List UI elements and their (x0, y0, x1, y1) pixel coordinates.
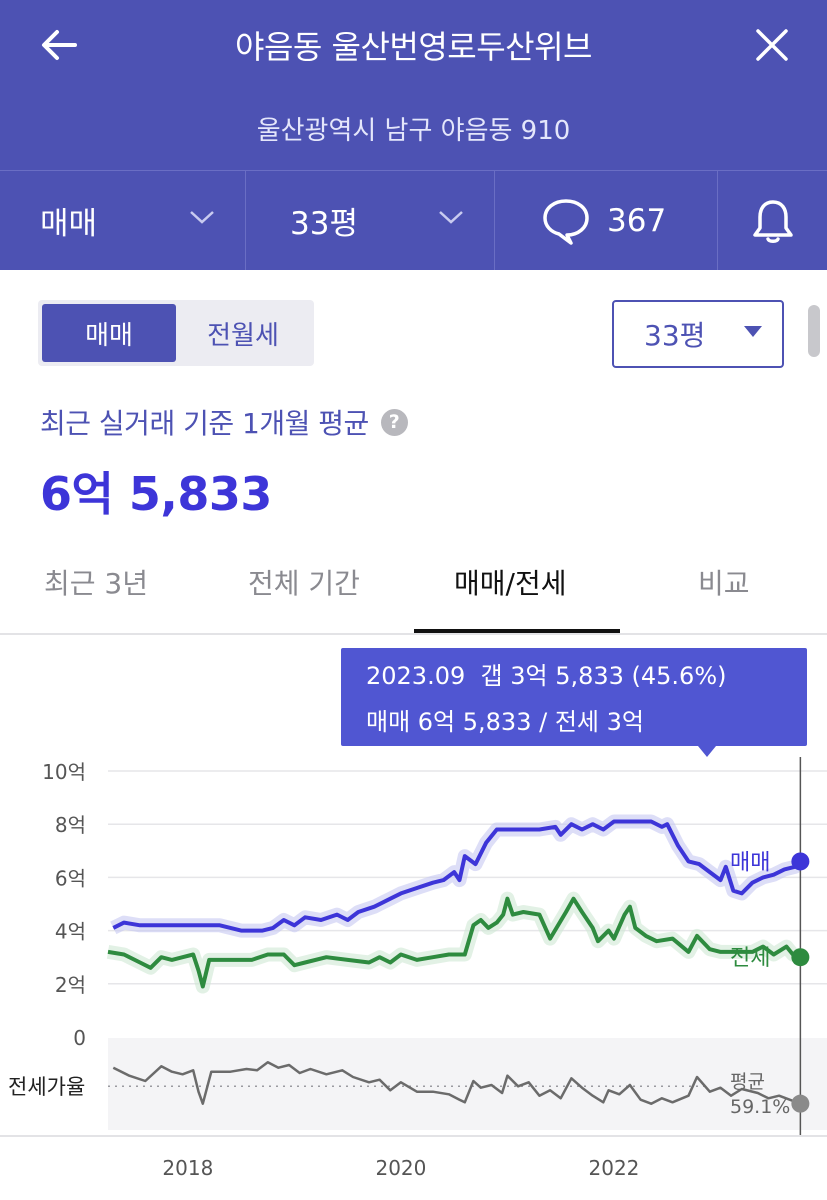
filter-bar: 매매 33평 367 (0, 171, 827, 270)
tab-compare[interactable]: 비교 (698, 567, 750, 600)
sale-series-line (112, 819, 802, 933)
chevron-down-icon (439, 211, 463, 224)
sale-series-label: 매매 (730, 850, 770, 875)
app-header: 야음동 울산번영로두산위브 울산광역시 남구 야음동 910 매매 33평 36… (0, 0, 827, 270)
y-tick-label: 0 (73, 1026, 86, 1050)
help-icon[interactable]: ? (380, 408, 408, 436)
tooltip: 2023.09 갭 3억 5,833 (45.6%) 매매 6억 5,833 /… (341, 648, 807, 757)
back-button[interactable] (34, 20, 84, 70)
y-tick-label: 2억 (55, 973, 86, 997)
scrollbar[interactable] (808, 305, 820, 357)
tooltip-pointer (698, 746, 716, 757)
speech-bubble-icon (543, 198, 589, 245)
talk-count: 367 (607, 202, 667, 239)
ratio-average-label: 평균 (730, 1071, 765, 1093)
tooltip-line-2: 매매 6억 5,833 / 전세 3억 (366, 708, 644, 736)
deal-segment-control: 매매 전월세 (38, 300, 314, 366)
ratio-axis-label: 전세가율 (8, 1075, 85, 1099)
ratio-panel-background (108, 1038, 827, 1130)
tab-sale-jeonse[interactable]: 매매/전세 (454, 567, 567, 600)
jeonse-series-label: 전세 (730, 946, 770, 971)
size-label: 33평 (290, 206, 358, 242)
y-tick-label: 8억 (55, 813, 86, 837)
average-price: 6억 5,833 (40, 467, 272, 521)
tab-all-period[interactable]: 전체 기간 (248, 567, 360, 600)
jeonse-band (106, 891, 803, 994)
close-icon (756, 29, 788, 61)
summary-subtitle-row: 최근 실거래 기준 1개월 평균 ? (40, 402, 408, 442)
ratio-series-line (112, 1061, 801, 1105)
arrow-left-icon (42, 30, 77, 60)
deal-type-label: 매매 (40, 206, 98, 242)
header-divider (0, 170, 827, 171)
tooltip-line-1: 2023.09 갭 3억 5,833 (45.6%) (366, 662, 727, 690)
series-layer (106, 814, 806, 994)
segment-jeonse-monthly[interactable]: 전월세 (207, 320, 279, 351)
jeonse-series-line (107, 896, 802, 989)
x-tick-label: 2018 (162, 1156, 213, 1180)
address-text: 울산광역시 남구 야음동 910 (256, 116, 571, 146)
bell-icon (752, 199, 793, 243)
ratio-average-value: 59.1% (730, 1096, 790, 1118)
ratio-layer: 전세가율 (8, 1061, 801, 1105)
chart-bottom-border (0, 1135, 827, 1137)
talk-button[interactable]: 367 (495, 171, 718, 270)
size-select-value: 33평 (644, 319, 706, 352)
period-tabs: 최근 3년 전체 기간 매매/전세 비교 (0, 540, 827, 635)
notification-button[interactable] (718, 171, 827, 270)
y-tick-label: 6억 (55, 866, 86, 890)
active-tab-indicator (414, 629, 620, 633)
sale-end-marker (791, 852, 810, 871)
close-button[interactable] (747, 20, 797, 70)
segment-sale[interactable]: 매매 (42, 304, 176, 362)
page-title: 야음동 울산번영로두산위브 (235, 28, 592, 66)
size-select[interactable]: 33평 (612, 300, 784, 368)
tooltip-box (341, 648, 807, 746)
summary-subtitle: 최근 실거래 기준 1개월 평균 (40, 407, 369, 440)
size-dropdown[interactable]: 33평 (246, 171, 495, 270)
tab-recent-3-years[interactable]: 최근 3년 (44, 567, 148, 600)
x-tick-label: 2022 (589, 1156, 640, 1180)
jeonse-end-marker (791, 948, 810, 967)
x-tick-label: 2020 (375, 1156, 426, 1180)
chevron-down-icon (190, 211, 214, 224)
y-tick-label: 4억 (55, 920, 86, 944)
y-tick-label: 10억 (42, 760, 86, 784)
caret-down-icon (744, 326, 762, 337)
ratio-end-marker (791, 1094, 810, 1113)
deal-type-dropdown[interactable]: 매매 (0, 171, 246, 270)
